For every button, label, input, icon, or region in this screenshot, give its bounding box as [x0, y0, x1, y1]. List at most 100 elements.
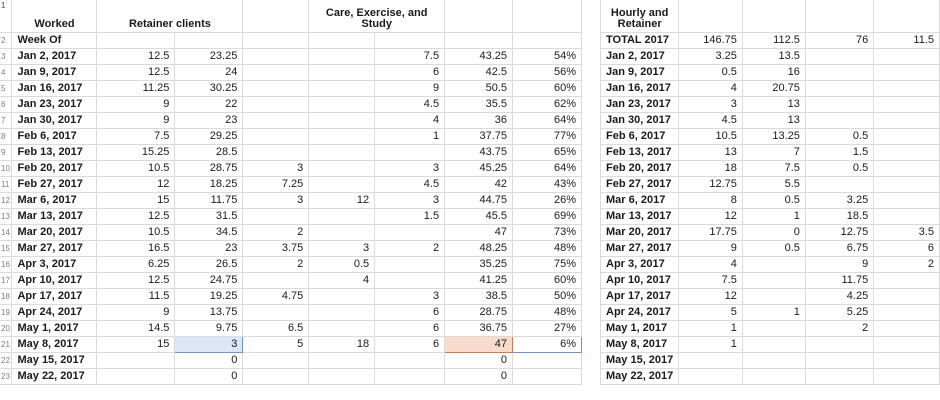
week-label-cell[interactable]: Feb 20, 2017	[11, 159, 98, 177]
table-cell[interactable]: 3	[678, 95, 743, 113]
table-cell[interactable]: 12	[678, 287, 743, 305]
week-label-cell[interactable]: Apr 24, 2017	[11, 303, 98, 321]
table-cell[interactable]: 48.25	[444, 239, 514, 257]
table-cell[interactable]	[308, 95, 376, 113]
row-number[interactable]: 3	[0, 47, 13, 65]
table-cell[interactable]: 20.75	[741, 79, 806, 97]
table-cell[interactable]: 3.25	[678, 47, 743, 65]
table-cell[interactable]	[308, 303, 376, 321]
table-cell[interactable]	[804, 367, 875, 385]
week-label-cell[interactable]: May 1, 2017	[11, 319, 98, 337]
table-cell[interactable]	[308, 207, 376, 225]
table-cell[interactable]: 11.5	[873, 31, 940, 49]
table-cell[interactable]: 24	[174, 63, 244, 81]
week-label-cell[interactable]: Mar 20, 2017	[11, 223, 98, 241]
week-label-cell[interactable]: May 22, 2017	[11, 367, 98, 385]
table-cell[interactable]: 15	[96, 335, 176, 353]
table-cell[interactable]: 41.25	[444, 271, 514, 289]
table-cell[interactable]: 16.5	[96, 239, 176, 257]
table-cell[interactable]: 11.75	[804, 271, 875, 289]
table-cell[interactable]: 3	[242, 159, 310, 177]
table-cell[interactable]	[741, 271, 806, 289]
table-cell[interactable]: 6	[873, 239, 940, 257]
table-cell[interactable]	[374, 143, 446, 161]
table-cell[interactable]	[308, 287, 376, 305]
table-cell[interactable]	[242, 95, 310, 113]
week-label-cell[interactable]: May 15, 2017	[600, 351, 680, 369]
week-label-cell[interactable]: Mar 6, 2017	[11, 191, 98, 209]
table-cell[interactable]: 13	[741, 111, 806, 129]
table-cell[interactable]: 43.75	[444, 143, 514, 161]
table-cell[interactable]: 6.25	[96, 255, 176, 273]
table-cell[interactable]: 12	[308, 191, 376, 209]
row-number[interactable]: 22	[0, 351, 13, 369]
table-cell[interactable]: 2	[804, 319, 875, 337]
table-cell[interactable]: 4.5	[374, 175, 446, 193]
table-cell[interactable]	[374, 31, 446, 49]
table-cell[interactable]: 42.5	[444, 63, 514, 81]
table-cell[interactable]	[242, 31, 310, 49]
week-label-cell[interactable]: Jan 16, 2017	[11, 79, 98, 97]
header-cell[interactable]: Hourly and Retainer	[600, 0, 680, 33]
table-cell[interactable]: 5.5	[741, 175, 806, 193]
table-cell[interactable]: 38.5	[444, 287, 514, 305]
table-cell[interactable]: 4.5	[678, 111, 743, 129]
table-cell[interactable]: 7.5	[96, 127, 176, 145]
table-cell[interactable]	[873, 159, 940, 177]
table-cell[interactable]: 29.25	[174, 127, 244, 145]
table-cell[interactable]: 0.5	[741, 191, 806, 209]
table-cell[interactable]: 9.75	[174, 319, 244, 337]
table-cell[interactable]: 47	[444, 223, 514, 241]
table-cell[interactable]	[308, 143, 376, 161]
table-cell[interactable]: 2	[374, 239, 446, 257]
week-label-cell[interactable]: Jan 23, 2017	[600, 95, 680, 113]
table-cell[interactable]: 10.5	[96, 159, 176, 177]
table-cell[interactable]	[873, 79, 940, 97]
table-cell[interactable]	[804, 63, 875, 81]
table-cell[interactable]: 77%	[512, 127, 582, 145]
table-cell[interactable]: 35.25	[444, 255, 514, 273]
table-cell[interactable]: 35.5	[444, 95, 514, 113]
table-cell[interactable]: 1	[374, 127, 446, 145]
week-label-cell[interactable]: Jan 9, 2017	[600, 63, 680, 81]
table-cell[interactable]: 9	[96, 95, 176, 113]
week-label-cell[interactable]: Apr 3, 2017	[600, 255, 680, 273]
week-label-cell[interactable]: Jan 9, 2017	[11, 63, 98, 81]
week-label-cell[interactable]: Jan 2, 2017	[600, 47, 680, 65]
table-cell[interactable]: 12.5	[96, 63, 176, 81]
header-cell[interactable]	[804, 0, 875, 33]
table-cell[interactable]: 36.75	[444, 319, 514, 337]
table-cell[interactable]: 3	[242, 191, 310, 209]
table-cell[interactable]: 1.5	[374, 207, 446, 225]
table-cell[interactable]: 15.25	[96, 143, 176, 161]
row-number[interactable]: 15	[0, 239, 13, 257]
table-cell[interactable]: 18.25	[174, 175, 244, 193]
table-cell[interactable]: 7.5	[678, 271, 743, 289]
table-cell[interactable]	[804, 79, 875, 97]
week-label-cell[interactable]: May 22, 2017	[600, 367, 680, 385]
table-cell[interactable]	[741, 351, 806, 369]
table-cell[interactable]	[308, 79, 376, 97]
table-cell[interactable]: 5	[678, 303, 743, 321]
week-label-cell[interactable]: May 15, 2017	[11, 351, 98, 369]
table-cell[interactable]	[308, 351, 376, 369]
table-cell[interactable]: 2	[873, 255, 940, 273]
table-cell[interactable]: 14.5	[96, 319, 176, 337]
table-cell[interactable]: 64%	[512, 111, 582, 129]
week-label-cell[interactable]: May 8, 2017	[11, 335, 98, 353]
table-cell[interactable]	[308, 127, 376, 145]
table-cell[interactable]	[873, 63, 940, 81]
row-number[interactable]: 8	[0, 127, 13, 145]
table-cell[interactable]: 22	[174, 95, 244, 113]
table-cell[interactable]: 3	[374, 287, 446, 305]
header-cell[interactable]	[242, 0, 310, 33]
row-number[interactable]: 2	[0, 31, 13, 49]
table-cell[interactable]	[308, 47, 376, 65]
table-cell[interactable]: 8	[678, 191, 743, 209]
table-cell[interactable]: 50%	[512, 287, 582, 305]
table-cell[interactable]: 4.25	[804, 287, 875, 305]
table-cell[interactable]	[374, 271, 446, 289]
table-cell[interactable]	[873, 287, 940, 305]
table-cell[interactable]: 0	[174, 351, 244, 369]
table-cell[interactable]: 0	[444, 367, 514, 385]
